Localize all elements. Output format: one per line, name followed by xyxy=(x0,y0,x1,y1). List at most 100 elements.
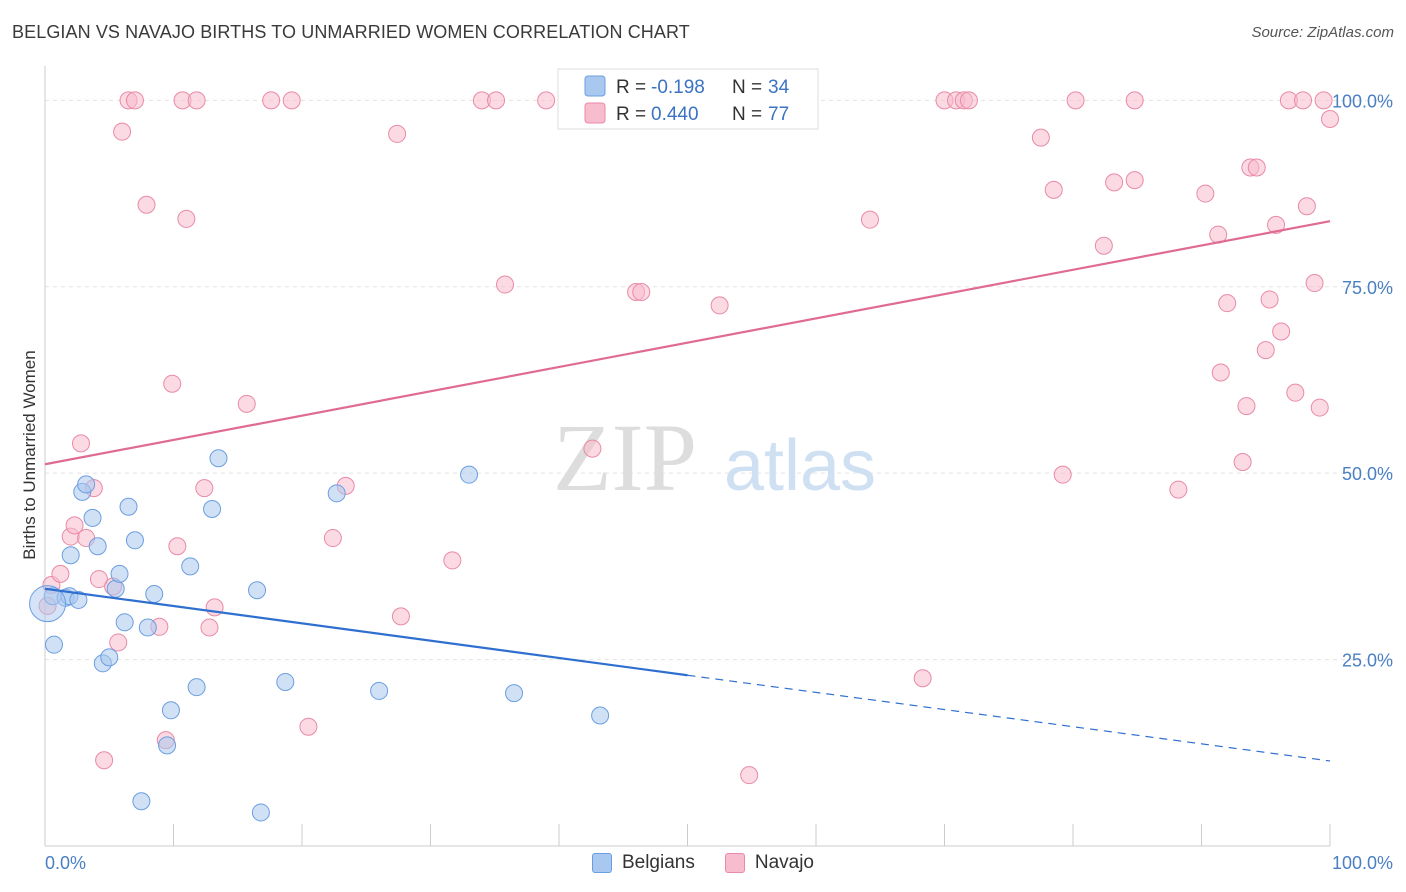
source-credit: Source: ZipAtlas.com xyxy=(1251,24,1394,41)
point-navajo-63 xyxy=(1233,453,1252,471)
point-navajo-4 xyxy=(65,516,84,535)
watermark-zip: ZIP xyxy=(553,404,697,511)
point-belgians-9 xyxy=(88,537,107,556)
point-navajo-43 xyxy=(740,766,759,785)
watermark-atlas: atlas xyxy=(724,426,876,506)
point-navajo-28 xyxy=(282,91,301,110)
y-tick-label-3: 100.0% xyxy=(1332,91,1393,111)
point-navajo-66 xyxy=(1247,158,1266,177)
legend-r-value-navajo: 0.440 xyxy=(651,104,699,125)
point-belgians-8 xyxy=(83,508,102,527)
legend-r-label: R = xyxy=(616,104,646,125)
point-navajo-56 xyxy=(1125,171,1144,190)
trend-lines xyxy=(44,220,1331,762)
point-navajo-73 xyxy=(1294,91,1313,110)
point-navajo-11 xyxy=(109,633,128,652)
point-belgians-28 xyxy=(276,672,295,691)
x-tick-labels: 0.0% 100.0% xyxy=(45,853,1393,873)
point-belgians-19 xyxy=(145,584,164,603)
point-belgians-23 xyxy=(187,678,206,697)
point-navajo-75 xyxy=(1305,274,1324,293)
point-belgians-21 xyxy=(161,701,180,720)
point-navajo-61 xyxy=(1211,363,1230,382)
point-belgians-14 xyxy=(115,613,134,632)
axes xyxy=(44,66,1331,847)
point-navajo-38 xyxy=(537,91,556,110)
point-navajo-8 xyxy=(89,570,108,589)
point-belgians-11 xyxy=(100,648,119,667)
point-navajo-36 xyxy=(487,91,506,110)
point-navajo-22 xyxy=(187,91,206,110)
series-name-navajo: Navajo xyxy=(754,852,815,873)
point-belgians-29 xyxy=(327,484,346,503)
point-navajo-21 xyxy=(177,209,196,228)
point-navajo-26 xyxy=(237,394,256,413)
point-navajo-19 xyxy=(168,537,187,556)
point-belgians-30 xyxy=(370,681,389,700)
y-tick-label-1: 50.0% xyxy=(1342,464,1393,484)
point-navajo-70 xyxy=(1272,322,1291,341)
point-navajo-9 xyxy=(95,751,114,770)
point-navajo-2 xyxy=(51,564,70,583)
watermark: ZIP atlas xyxy=(553,404,876,511)
legend-r-value-belgians: -0.198 xyxy=(651,77,705,98)
point-belgians-22 xyxy=(181,557,200,576)
series-name-belgians: Belgians xyxy=(621,852,695,873)
point-belgians-24 xyxy=(203,499,222,518)
point-navajo-24 xyxy=(200,618,219,637)
legend-r-label: R = xyxy=(616,77,646,98)
point-navajo-41 xyxy=(632,282,651,301)
trend-belgians-extrapolated xyxy=(687,674,1331,762)
y-tick-labels: 25.0% 50.0% 75.0% 100.0% xyxy=(1332,91,1393,670)
point-navajo-51 xyxy=(1044,180,1063,199)
point-belgians-1 xyxy=(44,635,63,654)
point-belgians-5 xyxy=(69,590,88,609)
y-tick-label-2: 75.0% xyxy=(1342,278,1393,298)
point-belgians-27 xyxy=(251,803,270,822)
point-belgians-31 xyxy=(460,465,479,484)
point-navajo-45 xyxy=(913,669,932,688)
point-navajo-33 xyxy=(391,607,410,626)
data-points xyxy=(29,91,1339,822)
point-belgians-17 xyxy=(132,792,151,811)
point-belgians-large xyxy=(29,585,67,623)
point-navajo-62 xyxy=(1218,294,1237,313)
series-legend-navajo: Navajo xyxy=(724,852,815,874)
point-belgians-25 xyxy=(209,449,228,468)
point-navajo-14 xyxy=(125,91,144,110)
point-navajo-55 xyxy=(1105,173,1124,192)
point-navajo-76 xyxy=(1310,398,1329,417)
x-tick-label-1: 100.0% xyxy=(1332,853,1393,873)
point-navajo-54 xyxy=(1094,236,1113,255)
legend-n-value-belgians: 34 xyxy=(768,77,790,98)
legend-swatch-belgians xyxy=(584,75,606,97)
point-navajo-18 xyxy=(163,374,182,393)
point-navajo-58 xyxy=(1169,480,1188,499)
point-navajo-5 xyxy=(71,434,90,453)
point-navajo-78 xyxy=(1321,110,1339,129)
point-navajo-53 xyxy=(1066,91,1085,110)
series-legend: Belgians Navajo xyxy=(0,852,1406,874)
point-navajo-42 xyxy=(710,296,729,315)
point-navajo-57 xyxy=(1125,91,1144,110)
point-navajo-32 xyxy=(388,124,407,143)
point-navajo-52 xyxy=(1053,465,1072,484)
point-belgians-26 xyxy=(248,581,267,600)
series-swatch-navajo xyxy=(724,853,745,873)
trend-navajo xyxy=(44,220,1331,466)
point-navajo-59 xyxy=(1196,184,1215,203)
point-navajo-68 xyxy=(1260,290,1279,309)
series-legend-belgians: Belgians xyxy=(591,852,695,874)
trend-belgians xyxy=(44,587,688,677)
point-navajo-74 xyxy=(1297,197,1316,216)
series-swatch-belgians xyxy=(591,853,612,873)
chart-title: BELGIAN VS NAVAJO BIRTHS TO UNMARRIED WO… xyxy=(12,22,690,42)
point-belgians-12 xyxy=(106,579,125,598)
point-navajo-29 xyxy=(299,717,318,736)
legend-box: R = -0.198 N = 34 R = 0.440 N = 77 xyxy=(557,68,819,130)
point-belgians-20 xyxy=(158,736,177,755)
legend-n-value-navajo: 77 xyxy=(768,104,789,125)
point-belgians-33 xyxy=(591,706,610,725)
point-navajo-67 xyxy=(1256,341,1275,360)
